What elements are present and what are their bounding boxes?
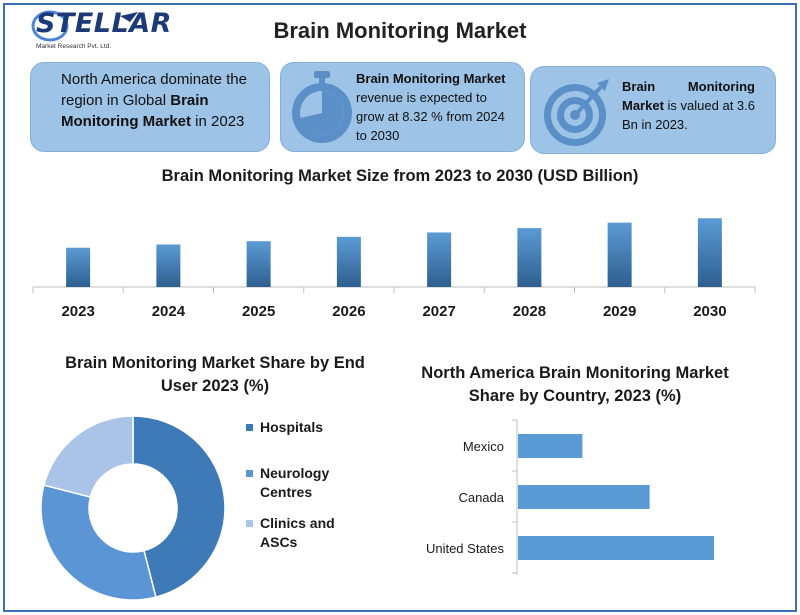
legend-item-neurology: Neurology Centres [246, 464, 356, 502]
bar-2030 [697, 218, 722, 287]
legend-item-clinics: Clinics and ASCs [246, 514, 356, 552]
market-size-chart-title: Brain Monitoring Market Size from 2023 t… [161, 167, 639, 185]
legend-item-hospitals: Hospitals [246, 418, 356, 437]
company-logo: STELLAR Market Research Pvt. Ltd. [30, 8, 171, 52]
target-icon [544, 79, 609, 146]
end-user-chart-title: Brain Monitoring Market Share by End Use… [65, 354, 365, 395]
info-card-region-text: North America dominate the region in Glo… [61, 71, 247, 130]
end-user-legend: Hospitals Neurology Centres Clinics and … [246, 418, 356, 565]
x-tick-label: 2027 [422, 303, 455, 320]
hbar-mexico [518, 434, 583, 458]
stopwatch-icon [292, 71, 352, 143]
legend-label-neurology: Neurology Centres [260, 465, 330, 500]
legend-label-clinics: Clinics and ASCs [260, 515, 335, 550]
legend-label-hospitals: Hospitals [260, 419, 324, 435]
slice-neurology-centres [40, 484, 157, 601]
bar-2028 [517, 228, 542, 287]
info-card-growth-text: Brain Monitoring Market revenue is expec… [356, 71, 506, 143]
x-tick-label: 2026 [332, 303, 365, 320]
info-card-region: North America dominate the region in Glo… [30, 62, 270, 152]
end-user-donut-chart [40, 415, 226, 601]
x-tick-label: 2025 [242, 303, 275, 320]
legend-swatch-clinics [246, 520, 253, 527]
bar-2029 [607, 222, 632, 287]
x-tick-label: 2030 [693, 303, 726, 320]
page-title: Brain Monitoring Market [273, 18, 527, 43]
country-chart-title: North America Brain Monitoring Market Sh… [421, 364, 729, 405]
hbar-united-states [518, 536, 714, 560]
logo-subtitle: Market Research Pvt. Ltd. [36, 43, 112, 50]
bar-2025 [246, 241, 271, 287]
y-tick-label: United States [426, 541, 505, 556]
slice-clinics-ascs [42, 415, 134, 498]
bar-2026 [336, 236, 361, 287]
legend-swatch-hospitals [246, 424, 253, 431]
infographic-frame [3, 3, 797, 612]
legend-swatch-neurology [246, 470, 253, 477]
bar-2024 [156, 244, 181, 287]
country-bar-chart: United States Canada Mexico [426, 419, 714, 575]
y-tick-label: Canada [458, 490, 504, 505]
x-tick-label: 2023 [61, 303, 94, 320]
logo-name: STELLAR [36, 8, 172, 39]
logo-swoosh [31, 10, 138, 42]
slice-hospitals [132, 415, 226, 599]
bar-2027 [427, 232, 452, 287]
info-card-value-text: Brain Monitoring Market is valued at 3.6… [622, 79, 755, 132]
info-card-value: Brain Monitoring Market is valued at 3.6… [530, 66, 776, 154]
bar-2023 [66, 247, 91, 287]
info-card-growth: Brain Monitoring Market revenue is expec… [280, 62, 525, 152]
y-tick-label: Mexico [463, 439, 504, 454]
hbar-canada [518, 485, 650, 509]
x-tick-label: 2029 [603, 303, 636, 320]
x-tick-label: 2028 [513, 303, 546, 320]
market-size-bar-chart: 2023 2024 2025 2026 2027 2028 2029 2030 [32, 218, 756, 320]
x-tick-label: 2024 [152, 303, 186, 320]
